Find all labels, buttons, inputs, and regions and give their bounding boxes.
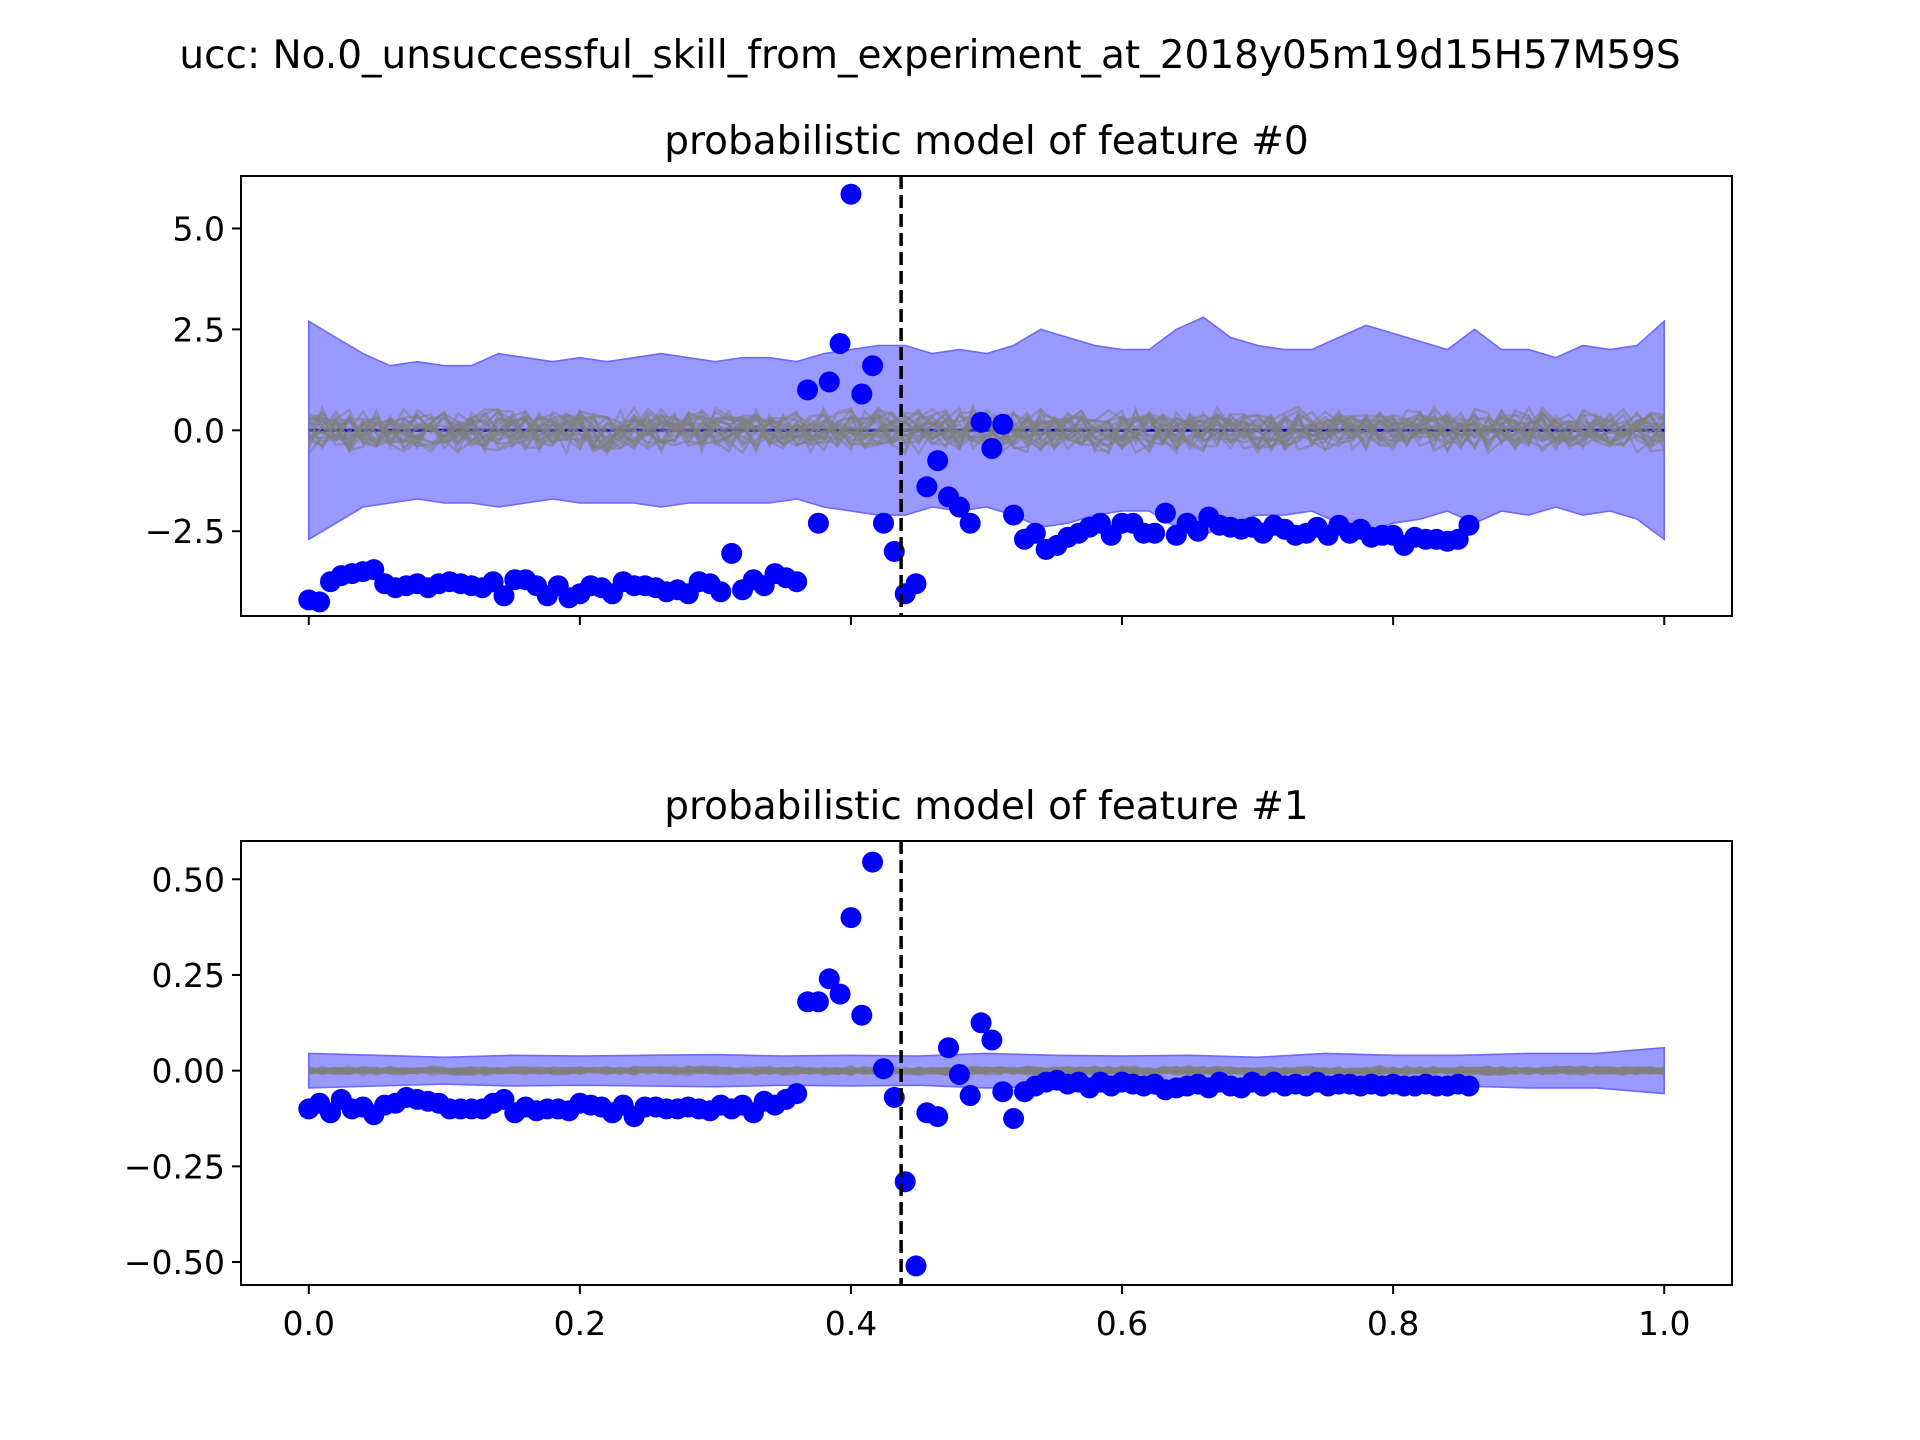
data-point bbox=[851, 1004, 873, 1026]
data-point bbox=[927, 1106, 949, 1128]
data-point bbox=[818, 968, 840, 990]
data-point bbox=[807, 512, 829, 534]
sample-trajectory bbox=[308, 408, 1665, 455]
subplot-title: probabilistic model of feature #0 bbox=[664, 119, 1309, 164]
data-point bbox=[862, 851, 884, 873]
data-point bbox=[786, 571, 808, 593]
sample-trajectory bbox=[308, 408, 1665, 455]
data-point bbox=[948, 496, 970, 518]
axes-frame bbox=[240, 175, 1733, 617]
y-tick-label: 2.5 bbox=[173, 310, 225, 349]
y-tick-label: 5.0 bbox=[173, 209, 225, 248]
y-tick-label: −0.50 bbox=[124, 1243, 225, 1282]
data-points bbox=[298, 183, 1480, 613]
data-point bbox=[938, 1037, 959, 1059]
data-point bbox=[840, 907, 862, 929]
data-point bbox=[992, 413, 1014, 435]
axes-frame bbox=[240, 840, 1733, 1286]
sample-trajectory bbox=[308, 1064, 1665, 1077]
data-point bbox=[797, 379, 819, 401]
data-point bbox=[1024, 522, 1046, 544]
y-tick-label: 0.50 bbox=[152, 860, 225, 899]
data-point bbox=[721, 542, 743, 564]
data-point bbox=[1003, 1108, 1025, 1129]
data-point bbox=[981, 438, 1003, 459]
y-tick-label: 0.0 bbox=[173, 411, 225, 450]
data-point bbox=[894, 1171, 916, 1193]
data-point bbox=[905, 1255, 927, 1277]
subplot-feature-1: probabilistic model of feature #1 0.50 0.2… bbox=[124, 784, 1733, 1343]
x-tick-label: 0.2 bbox=[554, 1304, 606, 1343]
data-point bbox=[309, 591, 331, 613]
data-point bbox=[807, 991, 829, 1013]
data-point bbox=[927, 450, 949, 472]
data-point bbox=[959, 1085, 981, 1106]
data-point bbox=[1003, 504, 1025, 526]
data-point bbox=[981, 1029, 1003, 1051]
data-point bbox=[851, 383, 873, 405]
sample-trajectories bbox=[308, 1064, 1665, 1077]
data-point bbox=[493, 585, 515, 607]
data-point bbox=[959, 512, 981, 534]
data-point bbox=[992, 1081, 1014, 1103]
y-tick-label: 0.25 bbox=[152, 956, 225, 995]
plot-area bbox=[298, 841, 1665, 1285]
x-tick-label: 0.6 bbox=[1096, 1304, 1148, 1343]
data-point bbox=[818, 371, 840, 393]
data-point bbox=[1458, 514, 1480, 536]
data-point bbox=[1154, 502, 1176, 524]
data-points bbox=[298, 851, 1480, 1277]
figure-suptitle: ucc: No.0_unsuccessful_skill_from_experi… bbox=[179, 33, 1680, 78]
y-tick-label: −2.5 bbox=[145, 512, 225, 551]
subplot-feature-0: probabilistic model of feature #0 5.0 2.5 0… bbox=[145, 119, 1733, 625]
y-tick-label: −0.25 bbox=[124, 1147, 225, 1186]
x-tick-label: 1.0 bbox=[1638, 1304, 1690, 1343]
data-point bbox=[948, 1064, 970, 1085]
x-tick-label: 0.4 bbox=[825, 1304, 877, 1343]
data-point bbox=[840, 183, 862, 205]
x-tick-label: 0.8 bbox=[1367, 1304, 1419, 1343]
data-point bbox=[862, 355, 884, 377]
data-point bbox=[970, 411, 992, 433]
data-point bbox=[1458, 1075, 1480, 1097]
y-tick-label: 0.00 bbox=[152, 1052, 225, 1091]
subplot-title: probabilistic model of feature #1 bbox=[664, 784, 1309, 829]
data-point bbox=[829, 983, 851, 1005]
data-point bbox=[905, 573, 927, 595]
data-point bbox=[873, 1058, 894, 1080]
x-tick-label: 0.0 bbox=[283, 1304, 335, 1343]
data-point bbox=[1144, 522, 1166, 544]
data-point bbox=[916, 476, 938, 498]
data-point bbox=[873, 512, 894, 534]
data-point bbox=[710, 581, 732, 603]
data-point bbox=[829, 333, 851, 354]
data-point bbox=[786, 1083, 808, 1105]
data-point bbox=[970, 1012, 992, 1034]
plot-area bbox=[298, 176, 1666, 616]
